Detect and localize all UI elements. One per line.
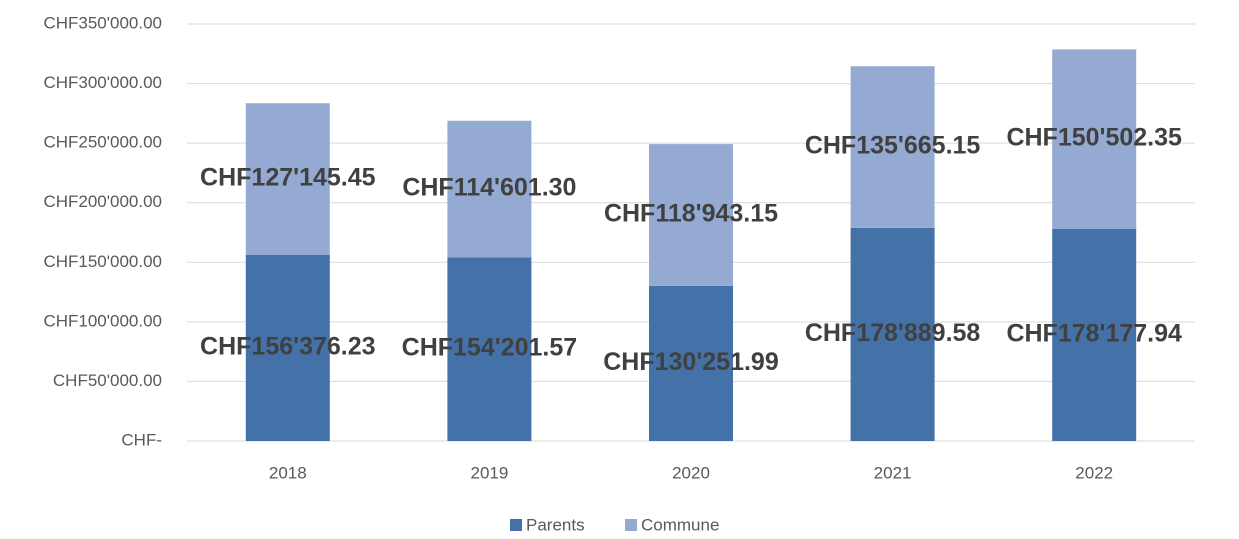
value-label: CHF114'601.30: [402, 174, 576, 202]
legend-label: Commune: [641, 515, 719, 534]
value-label: CHF178'889.58: [805, 319, 981, 347]
bar-segment: [245, 254, 330, 441]
value-label: CHF156'376.23: [200, 332, 376, 360]
value-label: CHF118'943.15: [604, 200, 778, 228]
value-label: CHF150'502.35: [1006, 124, 1182, 152]
y-tick-label: CHF300'000.00: [43, 73, 162, 92]
y-tick-label: CHF200'000.00: [43, 192, 162, 211]
x-tick-label: 2018: [269, 463, 307, 482]
y-tick-label: CHF-: [121, 430, 162, 449]
legend-swatch: [510, 519, 522, 531]
y-tick-label: CHF100'000.00: [43, 311, 162, 330]
value-label: CHF178'177.94: [1006, 319, 1182, 347]
y-tick-label: CHF350'000.00: [43, 13, 162, 32]
x-tick-label: 2022: [1075, 463, 1113, 482]
bar-segment: [1052, 228, 1137, 441]
bar-segment: [1052, 49, 1137, 229]
bar-segment: [850, 227, 935, 441]
value-label: CHF135'665.15: [805, 132, 981, 160]
bar-segment: [447, 257, 532, 441]
bar-segment: [850, 66, 935, 228]
legend-label: Parents: [526, 515, 585, 534]
legend-swatch: [625, 519, 637, 531]
value-label: CHF130'251.99: [603, 348, 779, 376]
y-tick-label: CHF250'000.00: [43, 133, 162, 152]
x-tick-label: 2021: [874, 463, 912, 482]
x-tick-label: 2019: [470, 463, 508, 482]
value-label: CHF127'145.45: [200, 164, 376, 192]
bar-segment: [649, 144, 733, 286]
x-tick-label: 2020: [672, 463, 710, 482]
bar-segment: [447, 120, 532, 258]
bar-segment: [245, 103, 330, 255]
value-label: CHF154'201.57: [402, 334, 578, 362]
y-tick-label: CHF50'000.00: [53, 371, 162, 390]
bar-segment: [649, 285, 733, 441]
y-tick-label: CHF150'000.00: [43, 252, 162, 271]
